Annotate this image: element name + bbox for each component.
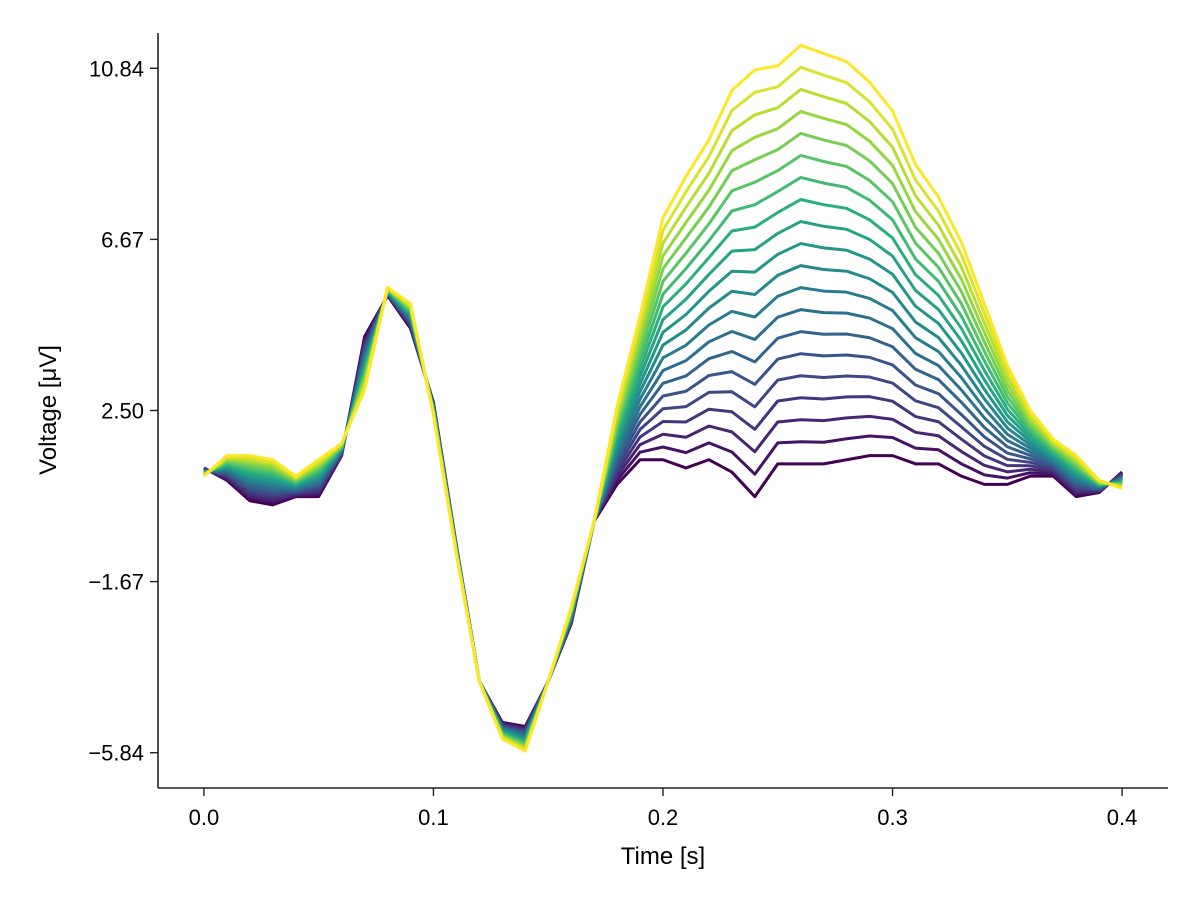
series-lines	[202, 43, 1124, 753]
y-axis-label: Voltage [μV]	[35, 345, 62, 475]
x-tick-label: 0.2	[648, 805, 679, 830]
series-line-20	[202, 43, 1123, 753]
series-line-10	[203, 264, 1123, 740]
y-tick-label: 2.50	[101, 399, 144, 424]
x-tick-label: 0.4	[1107, 805, 1138, 830]
x-tick-label: 0.1	[418, 805, 449, 830]
series-line-9	[203, 286, 1123, 739]
x-tick-label: 0.0	[189, 805, 220, 830]
x-tick-label: 0.3	[877, 805, 908, 830]
x-axis-label: Time [s]	[621, 843, 705, 870]
y-tick-label: −5.84	[88, 741, 144, 766]
y-tick-label: 10.84	[89, 56, 144, 81]
series-line-12	[203, 220, 1123, 743]
y-tick-label: −1.67	[88, 570, 144, 595]
ticks: 0.0 0.1 0.2 0.3 0.4 10.84 6.67 2.50 −1.67 −5.84	[88, 56, 1137, 830]
y-tick-label: 6.67	[101, 227, 144, 252]
